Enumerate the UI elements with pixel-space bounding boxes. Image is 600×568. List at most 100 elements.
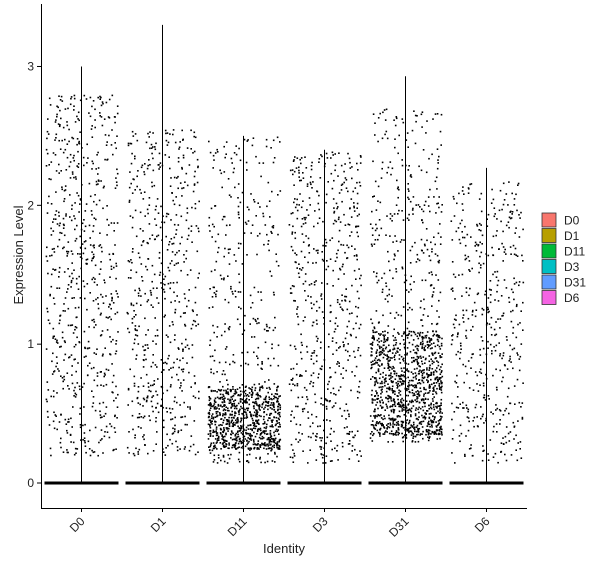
data-point (420, 319, 422, 321)
data-point (346, 325, 349, 328)
data-point (170, 418, 172, 421)
data-point (482, 309, 485, 311)
data-point (245, 426, 248, 429)
data-point (83, 219, 85, 221)
data-point (147, 242, 149, 245)
data-point (240, 446, 243, 449)
data-point (65, 213, 67, 215)
data-point (62, 451, 65, 453)
data-point (373, 359, 376, 361)
data-point (235, 145, 237, 147)
data-point (100, 104, 103, 107)
data-point (157, 234, 160, 237)
data-point (74, 326, 77, 328)
data-point (292, 225, 294, 228)
data-point (147, 382, 150, 384)
data-point (436, 344, 439, 346)
data-point (346, 257, 348, 260)
data-point (464, 453, 466, 456)
data-point (411, 389, 414, 391)
data-point (438, 419, 441, 422)
data-point (182, 138, 184, 141)
data-point (116, 292, 119, 295)
data-point (503, 364, 506, 366)
data-point (172, 133, 174, 136)
data-point (420, 238, 423, 241)
data-point (296, 203, 298, 206)
data-point (152, 132, 154, 134)
data-point (391, 352, 394, 354)
data-point (223, 441, 226, 444)
data-point (213, 292, 216, 294)
data-point (395, 270, 398, 273)
data-point (388, 374, 390, 377)
data-point (181, 166, 183, 169)
data-point (346, 308, 349, 311)
data-point (212, 286, 215, 289)
data-point (255, 320, 257, 322)
data-point (380, 417, 383, 419)
data-point (307, 462, 309, 464)
data-point (265, 395, 267, 398)
data-point (355, 305, 357, 308)
data-point (509, 344, 511, 347)
data-point (333, 430, 335, 433)
data-point (394, 138, 396, 140)
data-point (152, 354, 154, 356)
data-point (69, 216, 71, 218)
data-point (374, 239, 377, 241)
data-point (162, 215, 164, 217)
data-point (333, 210, 336, 213)
data-point (55, 170, 58, 172)
data-point (329, 239, 331, 242)
data-point (174, 308, 177, 311)
data-point (77, 194, 80, 197)
data-point (58, 276, 60, 278)
data-point (395, 421, 398, 424)
data-point (411, 440, 414, 442)
data-point (486, 218, 488, 220)
data-point (116, 112, 119, 115)
data-point (160, 205, 162, 208)
data-point (371, 431, 373, 433)
data-point (386, 171, 388, 174)
data-point (430, 241, 432, 244)
data-point (440, 387, 443, 389)
data-point (242, 439, 244, 441)
data-point (244, 400, 246, 402)
data-point (375, 331, 378, 333)
data-point (440, 381, 442, 384)
data-point (100, 429, 103, 431)
data-point (111, 297, 113, 300)
data-point (344, 295, 346, 298)
data-point (69, 177, 72, 179)
data-point (108, 117, 111, 119)
data-point (259, 232, 261, 235)
data-point (239, 323, 241, 326)
data-point (373, 271, 375, 273)
data-point (424, 397, 427, 400)
data-point (150, 304, 153, 306)
data-point (438, 261, 440, 264)
data-point (455, 314, 457, 317)
data-point (244, 401, 247, 404)
data-point (210, 371, 212, 374)
data-point (395, 240, 398, 242)
data-point (69, 103, 72, 106)
data-point (229, 398, 231, 401)
data-point (212, 324, 214, 327)
data-point (156, 235, 158, 238)
data-point (151, 405, 154, 408)
data-point (106, 234, 108, 236)
data-point (292, 160, 295, 162)
data-point (228, 400, 231, 402)
data-point (197, 165, 199, 168)
data-point (398, 405, 400, 408)
data-point (127, 142, 130, 145)
data-point (342, 377, 344, 379)
data-point (296, 209, 299, 212)
data-point (144, 444, 146, 446)
data-point (311, 161, 313, 164)
data-point (190, 225, 193, 227)
